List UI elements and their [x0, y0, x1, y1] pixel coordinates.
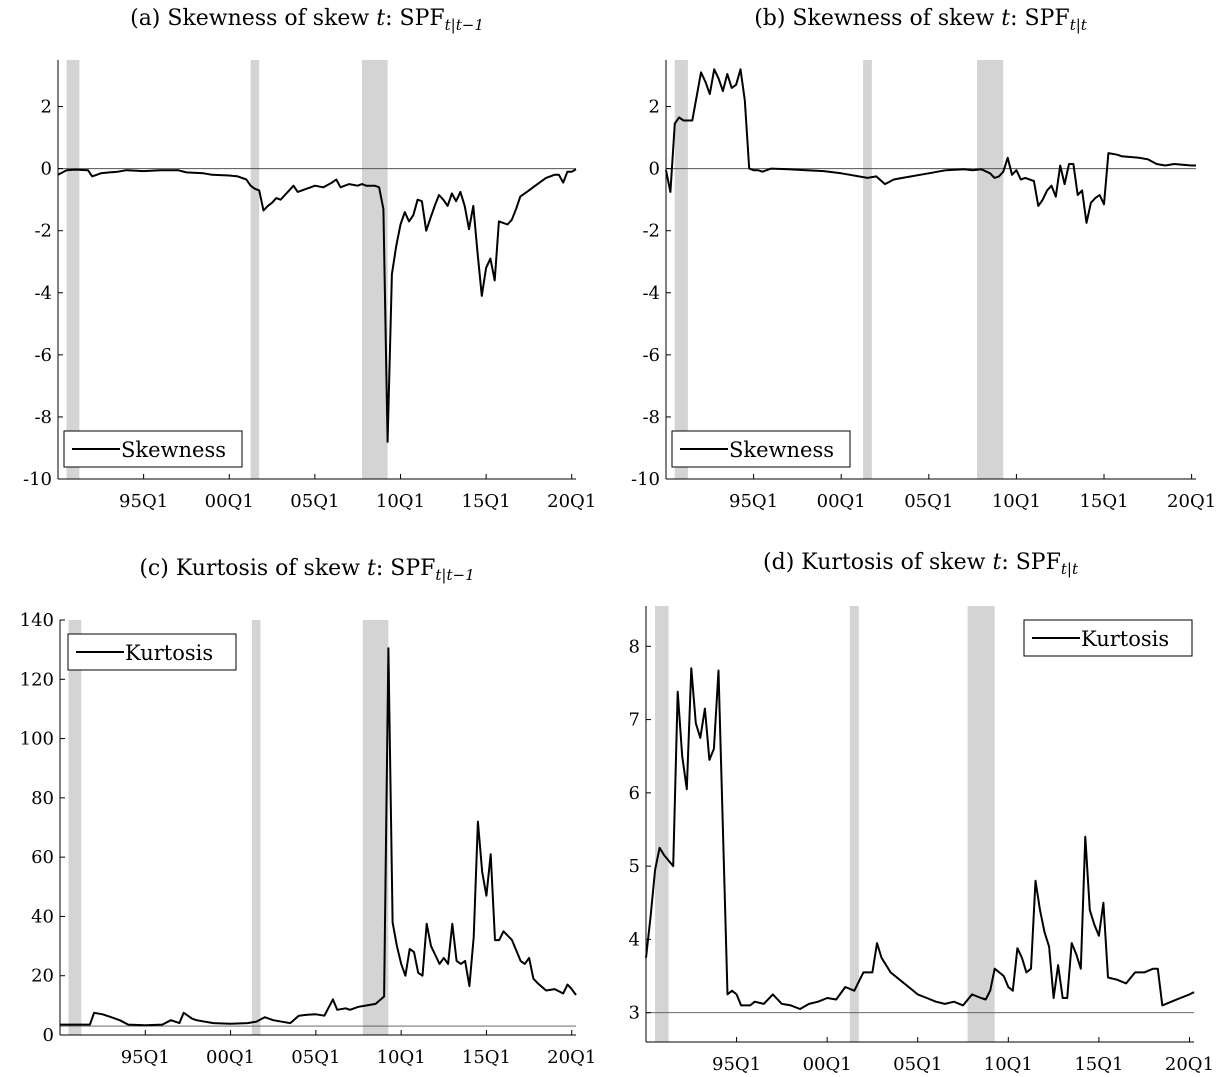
legend-label: Skewness [121, 438, 226, 462]
x-tick-label: 05Q1 [904, 491, 953, 512]
x-tick-label: 95Q1 [712, 1054, 761, 1075]
legend-label: Kurtosis [125, 641, 213, 665]
x-tick-label: 95Q1 [729, 491, 778, 512]
x-tick-label: 15Q1 [462, 1047, 511, 1068]
y-tick-label: 60 [31, 847, 54, 868]
y-tick-label: -4 [34, 283, 52, 304]
panel-c: (c) Kurtosis of skew t: SPFt|t−1 140 120 1… [0, 538, 614, 1077]
recession-band [863, 60, 872, 479]
recession-band [250, 60, 260, 479]
y-tick-label: 0 [649, 159, 660, 180]
recession-band [68, 620, 82, 1035]
y-tick-label: 80 [31, 788, 54, 809]
panel-title: (d) Kurtosis of skew t: SPFt|t [763, 550, 1078, 578]
y-tick-label: -8 [642, 407, 660, 428]
panel-title: (b) Skewness of skew t: SPFt|t [754, 6, 1087, 34]
panel-d: (d) Kurtosis of skew t: SPFt|t 8 7 6 5 4 3 95Q… [614, 538, 1227, 1077]
y-tick-label: 3 [629, 1003, 640, 1024]
x-tick-label: 10Q1 [377, 1047, 426, 1068]
series-line-skewness [665, 68, 1196, 224]
x-tick-label: 15Q1 [1079, 491, 1128, 512]
y-tick-label: 140 [20, 610, 54, 631]
x-tick-label: 20Q1 [547, 1047, 596, 1068]
x-tick-label: 10Q1 [992, 491, 1041, 512]
y-tick-label: 4 [629, 929, 640, 950]
chart-b: 2 0 -2 -4 -6 -8 -10 95Q1 00Q1 05Q1 10Q1 15Q1 20Q1 Ske… [631, 60, 1216, 512]
y-tick-label: 2 [649, 97, 660, 118]
panel-title: (a) Skewness of skew t: SPFt|t−1 [130, 6, 484, 34]
x-tick-label: 00Q1 [206, 1047, 255, 1068]
y-tick-label: 6 [629, 783, 640, 804]
y-tick-label: -2 [34, 221, 52, 242]
series-line-kurtosis [60, 647, 577, 1027]
y-tick-label: -4 [642, 283, 660, 304]
panel-title: (c) Kurtosis of skew t: SPFt|t−1 [139, 556, 475, 584]
recession-band [251, 620, 261, 1035]
y-tick-label: -10 [631, 469, 660, 490]
panel-a: (a) Skewness of skew t: SPFt|t−1 2 0 -2 -4 -… [0, 0, 614, 538]
y-tick-label: -6 [34, 345, 52, 366]
y-tick-label: 40 [31, 906, 54, 927]
y-tick-label: 7 [629, 710, 640, 731]
legend-label: Kurtosis [1081, 627, 1169, 651]
series-line-skewness [57, 168, 577, 443]
recession-band [849, 606, 859, 1042]
y-tick-label: 5 [629, 856, 640, 877]
chart-c: 140 120 100 80 60 40 20 0 95Q1 00Q1 05Q1 10Q1 15Q1 20… [20, 610, 597, 1068]
y-tick-label: 20 [31, 966, 54, 987]
y-tick-label: -2 [642, 221, 660, 242]
recession-band [66, 60, 80, 479]
y-tick-label: 2 [41, 97, 52, 118]
y-tick-label: 120 [20, 669, 54, 690]
x-tick-label: 05Q1 [893, 1054, 942, 1075]
series-line-kurtosis [645, 667, 1195, 1010]
x-tick-label: 00Q1 [803, 1054, 852, 1075]
y-tick-label: 0 [41, 159, 52, 180]
recession-band [976, 60, 1004, 479]
x-tick-label: 10Q1 [376, 491, 425, 512]
recession-band [674, 60, 688, 479]
legend-label: Skewness [729, 438, 834, 462]
x-tick-label: 05Q1 [291, 1047, 340, 1068]
x-tick-label: 20Q1 [1167, 491, 1216, 512]
recession-band [361, 60, 388, 479]
x-tick-label: 00Q1 [817, 491, 866, 512]
x-tick-label: 05Q1 [290, 491, 339, 512]
recession-band [967, 606, 995, 1042]
y-tick-label: -10 [23, 469, 52, 490]
chart-d: 8 7 6 5 4 3 95Q1 00Q1 05Q1 10Q1 15Q1 20Q1 Kurtosis [629, 606, 1214, 1075]
x-tick-label: 20Q1 [1165, 1054, 1214, 1075]
y-tick-label: -6 [642, 345, 660, 366]
panel-b: (b) Skewness of skew t: SPFt|t 2 0 -2 -4 -6 -… [614, 0, 1227, 538]
x-tick-label: 95Q1 [119, 491, 168, 512]
y-tick-label: -8 [34, 407, 52, 428]
y-tick-label: 0 [43, 1025, 54, 1046]
y-tick-label: 100 [20, 729, 54, 750]
x-tick-label: 10Q1 [984, 1054, 1033, 1075]
chart-a: 2 0 -2 -4 -6 -8 -10 95Q1 00Q1 05Q1 10Q1 15Q1 20Q1 Ske… [23, 60, 596, 512]
x-tick-label: 00Q1 [205, 491, 254, 512]
x-tick-label: 15Q1 [462, 491, 511, 512]
recession-band [655, 606, 669, 1042]
x-tick-label: 20Q1 [547, 491, 596, 512]
x-tick-label: 15Q1 [1074, 1054, 1123, 1075]
x-tick-label: 95Q1 [121, 1047, 170, 1068]
y-tick-label: 8 [629, 636, 640, 657]
